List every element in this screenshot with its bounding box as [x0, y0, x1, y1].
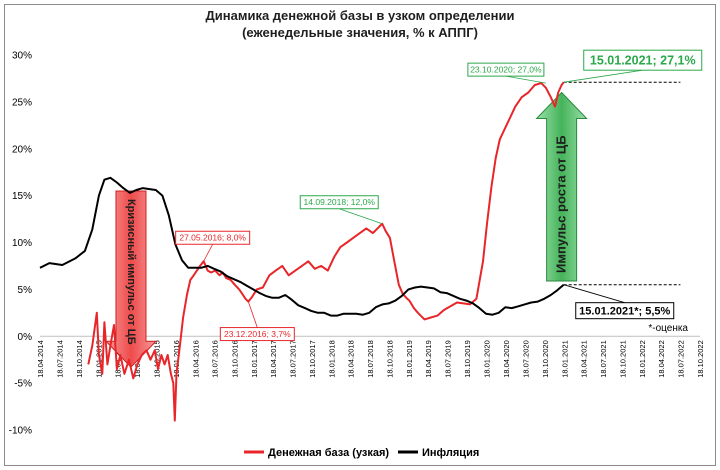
inflation-line: [39, 176, 565, 317]
annotation-label: 27.05.2016; 8,0%: [179, 233, 246, 243]
series-layer: [39, 81, 681, 422]
annotation-box: [583, 49, 703, 71]
legend-label-money-base: Денежная база (узкая): [268, 447, 389, 459]
annotation-leader: [247, 301, 258, 328]
x-tick-label: 18.10.2020: [541, 340, 550, 378]
x-tick-label: 18.10.2019: [463, 340, 472, 378]
x-tick-label: 18.10.2017: [308, 340, 317, 378]
annotation-box: [467, 62, 545, 77]
x-tick-label: 18.04.2021: [580, 340, 589, 378]
annotation-label: 15.01.2021; 27,1%: [590, 54, 696, 68]
x-tick-label: 18.07.2021: [599, 340, 608, 378]
chart-title: Динамика денежной базы в узком определен…: [206, 8, 515, 23]
chart-subtitle: (еженедельные значения, % к АППГ): [242, 25, 478, 40]
legend: Денежная база (узкая) Инфляция: [244, 447, 479, 459]
x-tick-label: 18.01.2019: [405, 340, 414, 378]
annotation-leader: [339, 208, 383, 225]
x-tick-label: 18.04.2016: [191, 340, 200, 378]
x-tick-label: 18.01.2021: [560, 340, 569, 378]
x-tick-label: 18.07.2020: [521, 340, 530, 378]
x-tick-label: 18.10.2018: [385, 340, 394, 378]
x-tick-label: 18.10.2014: [75, 340, 84, 378]
estimate-note: *-оценка: [648, 323, 688, 334]
x-tick-label: 18.04.2015: [114, 340, 123, 378]
annotation-leader: [505, 75, 546, 84]
y-tick-label: 30%: [12, 51, 32, 62]
y-tick-label: 5%: [18, 285, 33, 296]
annotation-label: 14.09.2018; 12,0%: [304, 197, 376, 207]
y-tick-label: 0%: [18, 332, 33, 343]
annotation-leader: [563, 284, 625, 304]
annotations-layer: 27.05.2016; 8,0% 23.12.2016; 3,7% 14.09.20…: [175, 49, 703, 342]
y-tick-label: -5%: [14, 379, 32, 390]
y-tick-label: 15%: [12, 191, 32, 202]
x-tick-label: 18.01.2018: [327, 340, 336, 378]
x-tick-label: 18.07.2022: [676, 340, 685, 378]
y-tick-label: 20%: [12, 144, 32, 155]
red-arrow-label: Кризисный импульс от ЦБ: [125, 199, 137, 345]
x-tick-label: 18.04.2017: [269, 340, 278, 378]
annotation-label: 23.10.2020; 27,0%: [470, 65, 542, 75]
x-tick-label: 18.04.2014: [36, 340, 45, 378]
legend-label-inflation: Инфляция: [422, 447, 479, 459]
x-tick-label: 18.04.2020: [502, 340, 511, 378]
x-tick-label: 18.04.2019: [424, 340, 433, 378]
x-tick-label: 18.07.2017: [288, 340, 297, 378]
annotation-leader: [203, 244, 214, 262]
x-tick-label: 18.10.2021: [618, 340, 627, 378]
x-tick-label: 18.07.2014: [55, 340, 64, 378]
y-tick-label: -10%: [9, 426, 32, 437]
annotation-box: [175, 230, 251, 245]
x-tick-label: 18.04.2018: [347, 340, 356, 378]
x-tick-label: 18.10.2022: [696, 340, 705, 378]
annotation-label: 23.12.2016; 3,7%: [224, 329, 291, 339]
green-arrow-label: Импульс роста от ЦБ: [554, 135, 569, 273]
annotation-box: [219, 327, 295, 342]
x-tick-label: 18.07.2018: [366, 340, 375, 378]
x-tick-label: 18.01.2016: [172, 340, 181, 378]
x-tick-label: 18.07.2016: [211, 340, 220, 378]
annotation-box: [575, 302, 675, 320]
x-tick-label: 18.04.2022: [657, 340, 666, 378]
x-tick-label: 18.01.2017: [250, 340, 259, 378]
x-axis: 18.04.2014 18.07.2014 18.10.2014 18.01.2015…: [36, 335, 705, 378]
y-axis: -10% -5% 0% 5% 10% 15% 20% 25% 30%: [9, 51, 32, 437]
x-tick-label: 18.01.2022: [638, 340, 647, 378]
green-arrow-shape: [535, 91, 588, 282]
annotation-box: [299, 195, 379, 210]
y-tick-label: 25%: [12, 97, 32, 108]
x-tick-label: 18.07.2019: [443, 340, 452, 378]
annotation-leader: [563, 69, 643, 83]
annotation-label: 15.01.2021*; 5,5%: [579, 306, 670, 318]
x-tick-label: 18.01.2020: [483, 340, 492, 378]
arrows-layer: Кризисный импульс от ЦБ Импульс роста от …: [104, 91, 588, 368]
x-tick-label: 18.10.2016: [230, 340, 239, 378]
y-tick-label: 10%: [12, 238, 32, 249]
money-base-line: [87, 81, 565, 422]
